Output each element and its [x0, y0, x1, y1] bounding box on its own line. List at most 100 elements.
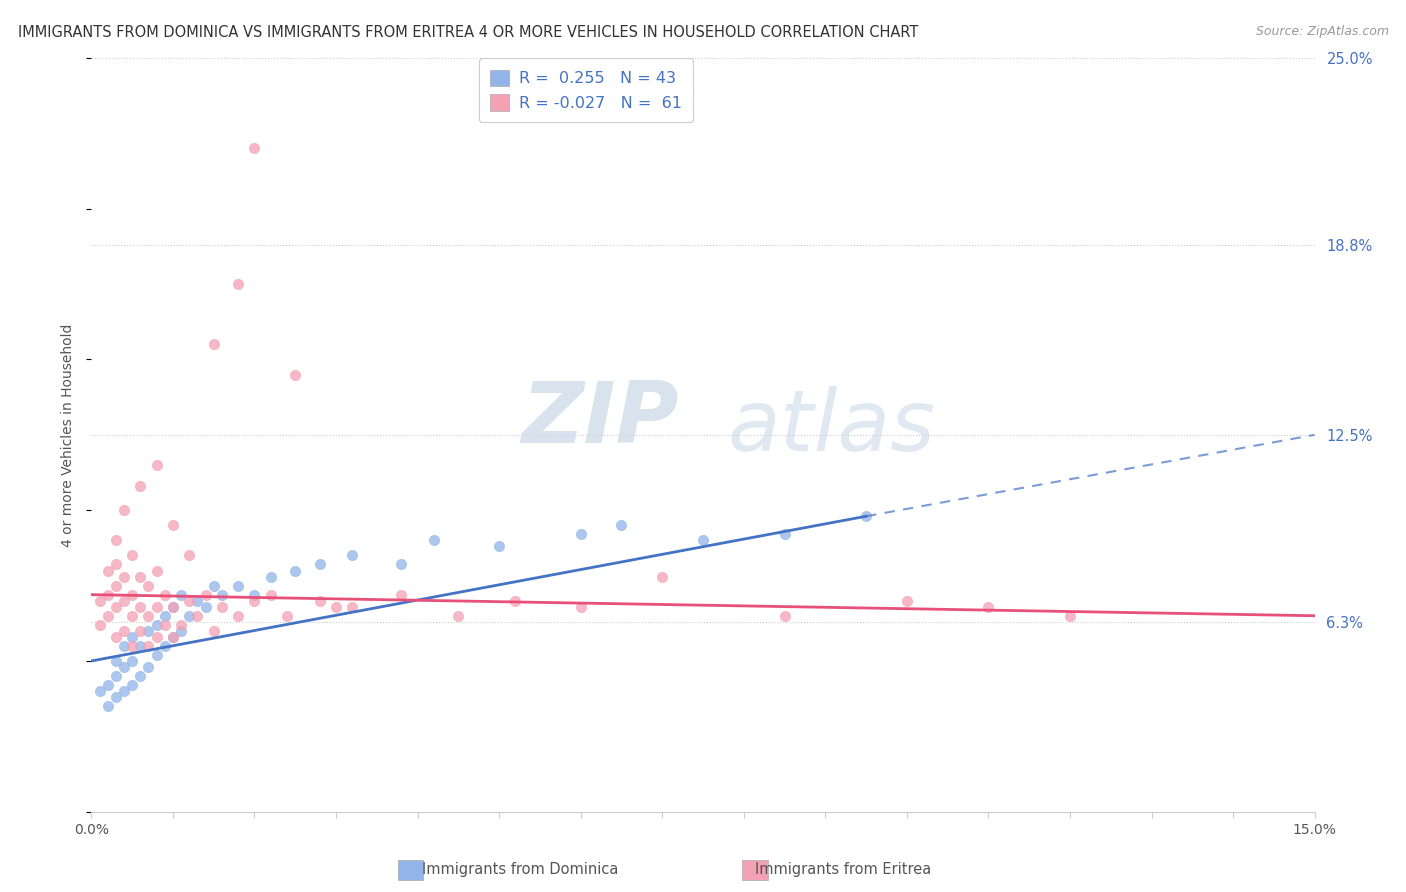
Point [112, 639, 135, 653]
Point [179, 593, 201, 607]
Point [211, 599, 233, 614]
Point [112, 569, 135, 583]
Text: atlas: atlas [727, 386, 935, 469]
Point [112, 624, 135, 638]
Point [104, 669, 127, 683]
Point [97, 699, 120, 714]
Point [153, 617, 176, 632]
Point [129, 599, 152, 614]
Point [104, 690, 127, 705]
Point [145, 458, 167, 472]
Point [153, 608, 176, 623]
Point [226, 579, 249, 593]
Point [162, 518, 184, 533]
Point [162, 599, 184, 614]
Point [138, 579, 160, 593]
Point [194, 588, 217, 602]
Point [284, 564, 307, 578]
Point [153, 588, 176, 602]
Point [389, 558, 412, 572]
Point [89, 593, 111, 607]
Point [89, 684, 111, 698]
Text: Immigrants from Dominica: Immigrants from Dominica [422, 863, 619, 877]
Point [488, 540, 510, 554]
Point [104, 654, 127, 668]
Point [170, 617, 193, 632]
Point [162, 599, 184, 614]
Point [121, 549, 143, 563]
Point [260, 569, 283, 583]
Point [773, 527, 796, 541]
Text: ZIP: ZIP [520, 378, 679, 461]
Point [194, 599, 217, 614]
Point [112, 503, 135, 517]
Bar [398, 860, 423, 880]
Point [145, 617, 167, 632]
Point [170, 588, 193, 602]
Point [226, 608, 249, 623]
Point [104, 558, 127, 572]
Point [211, 588, 233, 602]
Point [162, 630, 184, 644]
Point [179, 608, 201, 623]
Point [569, 599, 592, 614]
Point [129, 669, 152, 683]
Point [104, 579, 127, 593]
Bar [742, 860, 768, 880]
Point [1059, 608, 1081, 623]
Point [692, 533, 714, 548]
Point [97, 678, 120, 692]
Point [121, 654, 143, 668]
Point [138, 608, 160, 623]
Y-axis label: 4 or more Vehicles in Household: 4 or more Vehicles in Household [62, 323, 76, 547]
Point [202, 337, 225, 351]
Point [977, 599, 1000, 614]
Point [447, 608, 470, 623]
Point [389, 588, 412, 602]
Point [104, 533, 127, 548]
Point [325, 599, 347, 614]
Point [138, 660, 160, 674]
Point [97, 588, 120, 602]
Point [186, 593, 208, 607]
Point [121, 678, 143, 692]
Point [129, 624, 152, 638]
Point [855, 509, 877, 524]
Point [129, 639, 152, 653]
Point [112, 660, 135, 674]
Point [89, 617, 111, 632]
Point [104, 599, 127, 614]
Point [276, 608, 298, 623]
Point [121, 588, 143, 602]
Text: IMMIGRANTS FROM DOMINICA VS IMMIGRANTS FROM ERITREA 4 OR MORE VEHICLES IN HOUSEH: IMMIGRANTS FROM DOMINICA VS IMMIGRANTS F… [18, 25, 918, 40]
Point [97, 608, 120, 623]
Point [145, 648, 167, 662]
Legend: R =  0.255   N = 43, R = -0.027   N =  61: R = 0.255 N = 43, R = -0.027 N = 61 [478, 59, 693, 122]
Point [423, 533, 446, 548]
Point [179, 549, 201, 563]
Point [162, 630, 184, 644]
Point [121, 639, 143, 653]
Point [243, 588, 266, 602]
Point [112, 684, 135, 698]
Point [773, 608, 796, 623]
Point [610, 518, 633, 533]
Text: Immigrants from Eritrea: Immigrants from Eritrea [755, 863, 932, 877]
Point [284, 368, 307, 382]
Point [145, 630, 167, 644]
Point [145, 564, 167, 578]
Point [260, 588, 283, 602]
Point [896, 593, 918, 607]
Point [342, 549, 364, 563]
Point [505, 593, 527, 607]
Point [651, 569, 673, 583]
Point [153, 639, 176, 653]
Point [129, 479, 152, 493]
Point [170, 624, 193, 638]
Point [112, 593, 135, 607]
Point [202, 579, 225, 593]
Point [308, 593, 330, 607]
Point [104, 630, 127, 644]
Point [129, 569, 152, 583]
Point [186, 608, 208, 623]
